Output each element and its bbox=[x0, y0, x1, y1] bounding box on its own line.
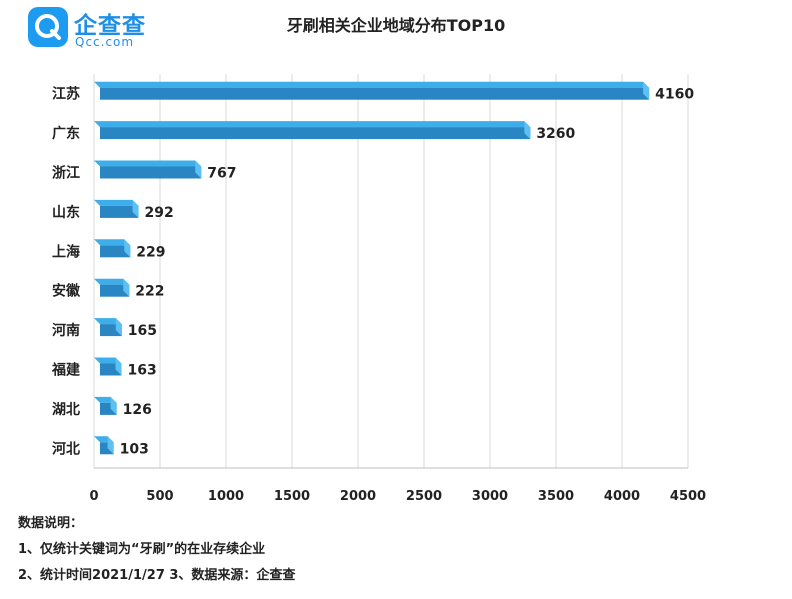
bar-front-face bbox=[100, 284, 130, 297]
data-label: 229 bbox=[136, 244, 165, 260]
bar bbox=[94, 436, 114, 455]
data-label: 165 bbox=[128, 323, 157, 339]
bar-top-face bbox=[94, 160, 202, 167]
category-label: 江苏 bbox=[52, 86, 80, 103]
category-label: 浙江 bbox=[52, 165, 80, 182]
bar bbox=[94, 81, 650, 100]
category-label: 福建 bbox=[51, 362, 80, 379]
qcc-logo-icon bbox=[28, 7, 68, 47]
category-label: 广东 bbox=[52, 125, 80, 142]
bar bbox=[94, 121, 531, 140]
bar-top-face bbox=[94, 199, 139, 206]
bar-top-face bbox=[94, 239, 131, 246]
data-label: 767 bbox=[207, 166, 236, 182]
category-label: 上海 bbox=[52, 243, 80, 260]
x-tick-label: 0 bbox=[89, 489, 98, 504]
bar-top-face bbox=[94, 278, 130, 285]
notes-line-2: 2、统计时间2021/1/27 3、数据来源：企查查 bbox=[18, 568, 296, 583]
bar-front-face bbox=[100, 127, 531, 140]
x-tick-label: 1500 bbox=[274, 489, 310, 504]
category-label: 河北 bbox=[52, 440, 80, 457]
bar-side-face bbox=[110, 396, 117, 415]
notes-heading: 数据说明： bbox=[18, 516, 84, 531]
data-label: 4160 bbox=[655, 87, 694, 103]
x-tick-label: 500 bbox=[146, 489, 173, 504]
data-notes: 数据说明： 1、仅统计关键词为“牙刷”的在业存续企业 2、统计时间2021/1/… bbox=[18, 514, 295, 592]
bar-side-face bbox=[524, 121, 531, 140]
x-tick-label: 2500 bbox=[406, 489, 442, 504]
x-tick-label: 4500 bbox=[670, 489, 706, 504]
bar-top-face bbox=[94, 357, 122, 364]
bar-side-face bbox=[123, 278, 130, 297]
bar bbox=[94, 278, 130, 297]
bar-front-face bbox=[100, 205, 139, 218]
bar-front-face bbox=[100, 87, 650, 100]
bar-top-face bbox=[94, 318, 122, 325]
bar bbox=[94, 318, 122, 337]
bar-side-face bbox=[643, 81, 650, 100]
category-label: 湖北 bbox=[52, 402, 80, 418]
x-tick-label: 3500 bbox=[538, 489, 574, 504]
category-label: 河南 bbox=[52, 322, 80, 339]
bar-side-face bbox=[132, 199, 139, 218]
x-tick-label: 1000 bbox=[208, 489, 244, 504]
bar-side-face bbox=[107, 436, 114, 455]
qcc-logo: 企查查 Qcc.com bbox=[28, 6, 178, 52]
x-axis-ticks: 0 500 1000 1500 2000 2500 3000 3500 4000 4500 bbox=[89, 489, 706, 504]
x-tick-label: 2000 bbox=[340, 489, 376, 504]
category-label: 安徽 bbox=[52, 283, 81, 300]
chart-bars: 4160 3260 767 292 229 222 165 163 126 103 bbox=[94, 81, 694, 457]
bar-side-face bbox=[115, 357, 122, 376]
bar-front-face bbox=[100, 166, 202, 179]
bar-side-face bbox=[115, 318, 122, 337]
data-label: 292 bbox=[145, 205, 174, 221]
data-label: 3260 bbox=[536, 126, 575, 142]
category-label: 山东 bbox=[52, 204, 80, 221]
logo-name: 企查查 bbox=[74, 13, 146, 39]
bar-side-face bbox=[195, 160, 202, 179]
data-label: 126 bbox=[123, 402, 152, 418]
chart-grid bbox=[93, 74, 689, 469]
bar-chart: 4160 3260 767 292 229 222 165 163 126 103 江苏广东浙江山… bbox=[51, 74, 706, 504]
bar bbox=[94, 160, 202, 179]
logo-subtitle: Qcc.com bbox=[75, 35, 135, 49]
bar bbox=[94, 199, 139, 218]
bar bbox=[94, 239, 131, 258]
chart-title: 牙刷相关企业地域分布TOP10 bbox=[286, 16, 506, 35]
bar-top-face bbox=[94, 121, 531, 128]
bar-side-face bbox=[124, 239, 131, 258]
data-label: 103 bbox=[120, 441, 149, 457]
bar bbox=[94, 357, 122, 376]
notes-line-1: 1、仅统计关键词为“牙刷”的在业存续企业 bbox=[18, 542, 266, 557]
data-label: 222 bbox=[135, 284, 164, 300]
bar-front-face bbox=[100, 245, 131, 258]
x-tick-label: 3000 bbox=[472, 489, 508, 504]
data-label: 163 bbox=[128, 363, 157, 379]
bar-top-face bbox=[94, 81, 650, 88]
x-tick-label: 4000 bbox=[604, 489, 640, 504]
bar bbox=[94, 396, 117, 415]
